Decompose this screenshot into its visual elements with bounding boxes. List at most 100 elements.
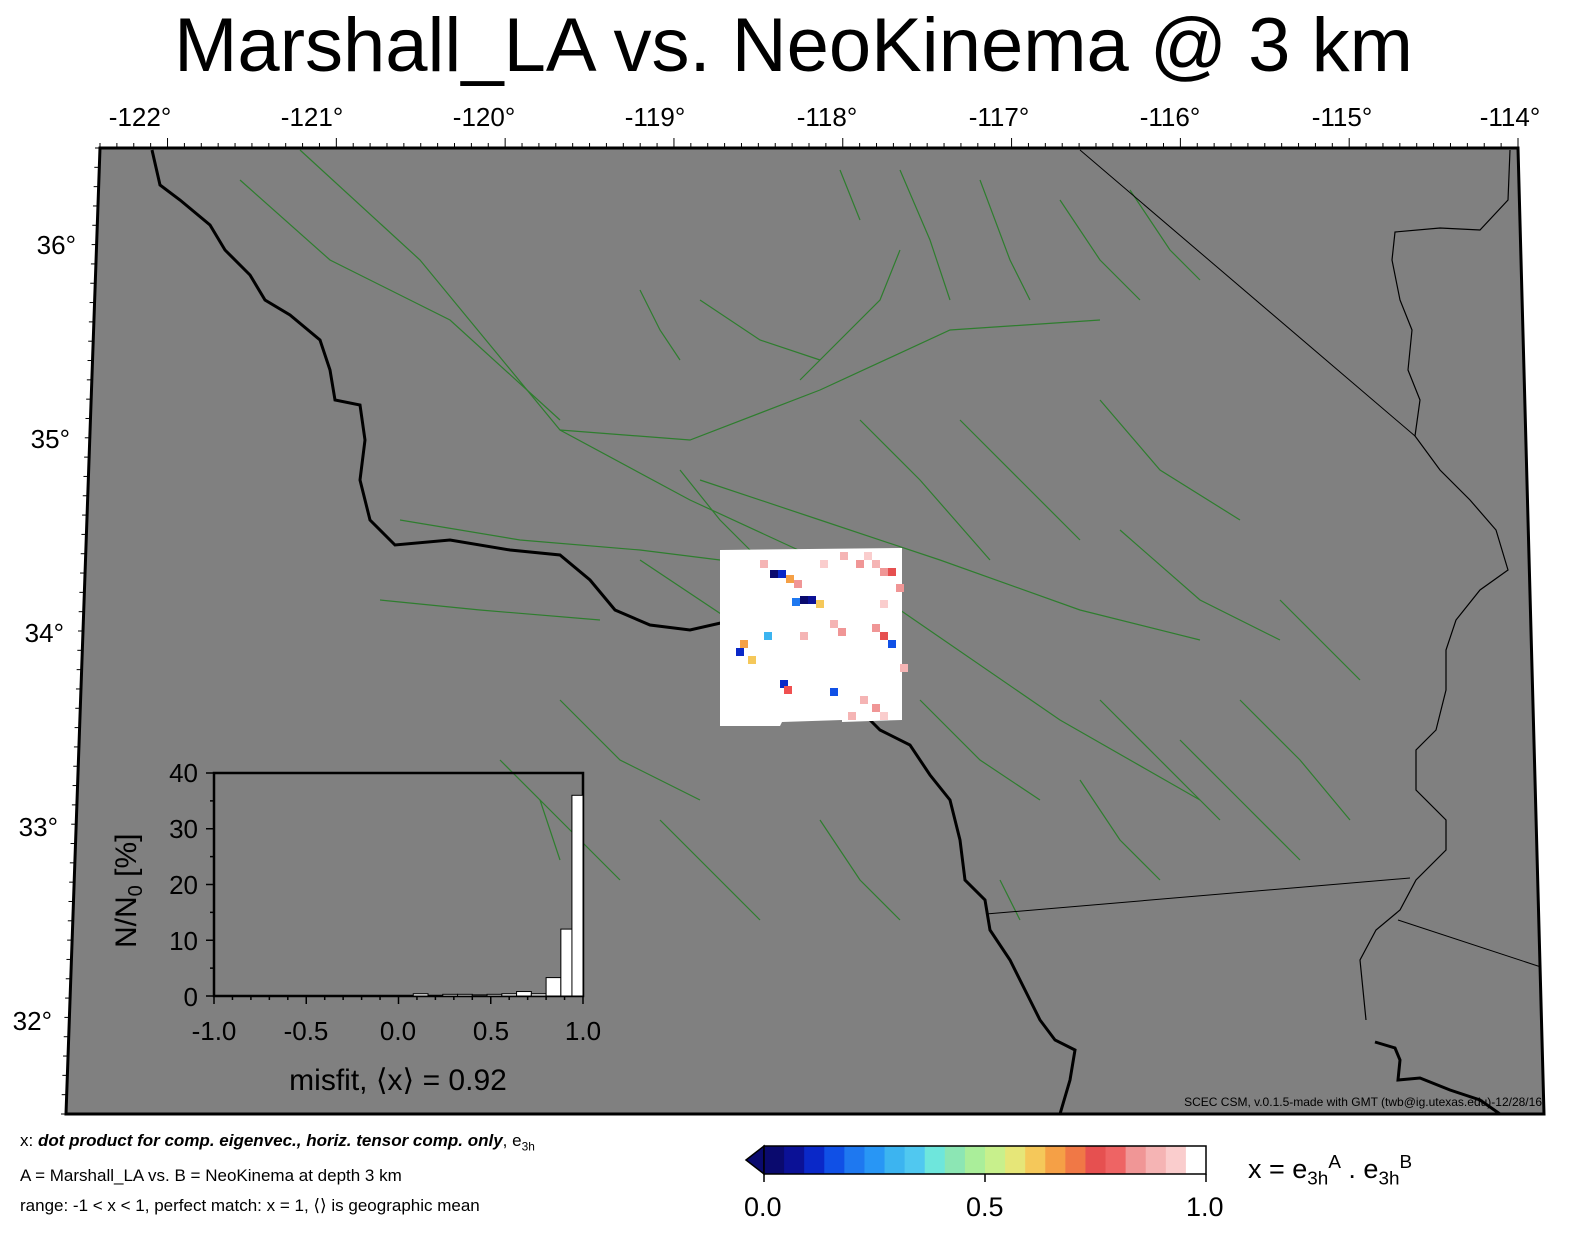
histogram-bar [442,993,459,997]
histogram-bar [412,993,429,997]
lat-label: 36° [37,230,76,260]
colorbar-cell [784,1146,805,1174]
histogram-y-labels: 40 30 20 10 0 [169,758,198,1012]
raster-cell [872,704,880,712]
raster-cell [748,656,756,664]
colorbar-low-triangle [744,1144,765,1176]
raster-cell [864,552,872,560]
raster-cell [830,620,838,628]
lat-label: 33° [19,812,58,842]
colorbar-cell [904,1146,926,1174]
raster-cell [800,632,808,640]
lon-label: -121° [281,102,343,132]
raster-cell [764,632,772,640]
lon-label: -117° [969,102,1030,132]
raster-cell [784,686,792,694]
raster-cell [794,580,802,588]
raster-cell [786,575,794,583]
map-title: Marshall_LA vs. NeoKinema @ 3 km [174,3,1413,88]
raster-cell [840,552,848,560]
raster-cell [848,712,856,720]
footnotes: x: dot product for comp. eigenvec., hori… [20,1126,535,1221]
raster-cell [740,640,748,648]
footnote-line-3: range: -1 < x < 1, perfect match: x = 1,… [20,1196,480,1216]
coastline-baja [1374,1040,1501,1114]
colorbar-cell [1165,1146,1187,1174]
y-tick-label: 10 [169,926,198,956]
histogram-bar [571,794,584,997]
colorado-river [1359,149,1511,1021]
lat-label: 35° [31,424,70,454]
lon-label: -116° [1140,102,1201,132]
histogram-bars [412,794,584,997]
credit-text: SCEC CSM, v.0.1.5-made with GMT (twb@ig.… [1184,1095,1542,1109]
histogram-bar [501,993,518,997]
raster-cell [778,570,786,578]
histogram-y-axis-label: N/N0 [%] [110,834,147,948]
colorbar-tick-label: 0.5 [966,1192,1004,1222]
colorbar-cell [864,1146,886,1174]
colorbar-cell [884,1146,906,1174]
raster-background [720,548,902,726]
raster-cell [860,696,868,704]
raster-cell [872,624,880,632]
raster-cell [900,664,908,672]
histogram-ticks [206,772,584,1004]
histogram-bar [457,993,473,997]
x-tick-label: 0.5 [473,1016,509,1046]
colorbar-tick-label: 1.0 [1186,1192,1224,1222]
histogram-bar [471,994,488,997]
x-tick-label: -1.0 [192,1016,237,1046]
colorbar-cell [804,1146,825,1174]
lon-label: -120° [453,102,515,132]
colorbar-cell [844,1146,865,1174]
raster-cell [838,628,846,636]
histogram-bar [516,991,532,997]
raster-cell [888,640,896,648]
colorbar-cell [1145,1146,1167,1174]
y-tick-label: 30 [169,814,198,844]
raster-cell [880,712,888,720]
colorbar-cell [985,1146,1006,1174]
coastline [150,149,1077,1114]
colorbar-cell [1105,1146,1127,1174]
lon-label: -118° [797,102,858,132]
colorbar-cell [1025,1146,1046,1174]
colorbar-tick-label: 0.0 [744,1192,782,1222]
histogram-bar [545,977,562,997]
raster-cell [872,560,880,568]
colorbar-cell [764,1146,785,1174]
raster-cell [736,648,744,656]
x-tick-label: 1.0 [565,1016,601,1046]
colorbar-cells [764,1146,1207,1174]
lon-label: -122° [109,102,171,132]
y-tick-label: 40 [169,758,198,788]
colorbar-cell [824,1146,845,1174]
misfit-label: misfit, ⟨x⟩ = 0.92 [289,1064,507,1097]
colorbar [744,1144,1207,1182]
raster-cell [896,584,904,592]
fault-lines [239,149,1361,921]
raster-cell [880,632,888,640]
histogram-bar [530,993,547,997]
x-tick-label: 0.0 [380,1016,416,1046]
lat-label: 32° [13,1006,52,1036]
lat-label: 34° [25,618,64,648]
latitude-labels: 36° 35° 34° 33° 32° [13,230,76,1036]
footnote-line-2: A = Marshall_LA vs. B = NeoKinema at dep… [20,1166,402,1186]
y-tick-label: 0 [184,982,198,1012]
histogram-bar [486,993,503,997]
raster-cell [800,596,808,604]
raster-cell [780,680,788,688]
colorbar-cell [1005,1146,1026,1174]
raster-cell [808,596,816,604]
raster-cell [888,568,896,576]
colorbar-cell [1085,1146,1107,1174]
state-borders [985,149,1544,969]
histogram-inset: 40 30 20 10 0 -1.0 -0.5 0.0 0.5 1.0 N/N0… [110,758,601,1097]
histogram-x-labels: -1.0 -0.5 0.0 0.5 1.0 [192,1016,601,1046]
raster-cell [770,570,778,578]
misfit-raster [720,548,908,726]
raster-cell [792,598,800,606]
